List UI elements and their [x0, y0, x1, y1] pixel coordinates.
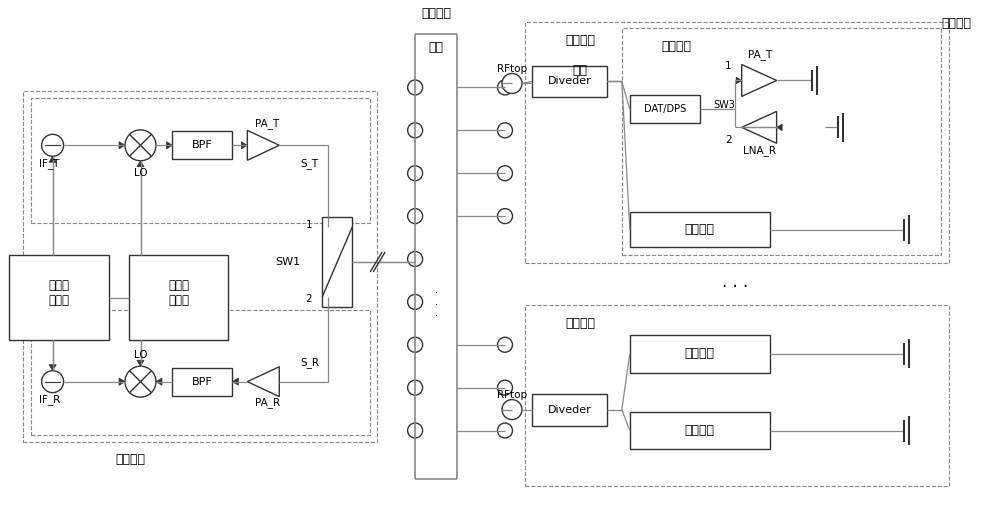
Text: RFtop: RFtop: [497, 390, 527, 400]
Text: IF_R: IF_R: [39, 394, 60, 405]
Polygon shape: [247, 367, 279, 397]
Text: ·
·
·: · · ·: [435, 288, 438, 321]
Text: BPF: BPF: [192, 140, 213, 150]
Text: 信号处
理模块: 信号处 理模块: [48, 279, 69, 307]
Polygon shape: [247, 130, 279, 160]
Text: 频率综
合模块: 频率综 合模块: [168, 279, 189, 307]
Text: IF_T: IF_T: [39, 158, 59, 169]
Circle shape: [408, 80, 423, 95]
Bar: [31, 98, 370, 223]
Bar: [630, 411, 770, 450]
Circle shape: [498, 380, 512, 395]
Circle shape: [502, 74, 522, 93]
Text: 模块: 模块: [429, 41, 444, 54]
Circle shape: [42, 134, 64, 156]
Text: Diveder: Diveder: [548, 405, 591, 415]
Text: · · ·: · · ·: [722, 278, 748, 296]
Bar: [630, 212, 770, 247]
Polygon shape: [742, 111, 777, 143]
Text: 1: 1: [306, 220, 312, 230]
Circle shape: [125, 366, 156, 397]
Circle shape: [498, 123, 512, 138]
Polygon shape: [166, 142, 172, 149]
Polygon shape: [742, 64, 777, 96]
Circle shape: [498, 80, 512, 95]
Text: SW1: SW1: [275, 257, 300, 267]
Text: S_T: S_T: [300, 158, 318, 169]
Circle shape: [42, 371, 64, 392]
Bar: [9, 255, 109, 340]
Polygon shape: [736, 77, 742, 84]
Circle shape: [498, 337, 512, 352]
Text: 模块: 模块: [572, 63, 587, 77]
Text: 1: 1: [725, 61, 732, 71]
Circle shape: [502, 400, 522, 420]
Bar: [532, 65, 607, 97]
Text: 变频模块: 变频模块: [116, 453, 146, 466]
Text: PA_T: PA_T: [748, 49, 772, 60]
Bar: [532, 393, 607, 425]
Bar: [31, 310, 370, 435]
Bar: [172, 368, 232, 396]
Text: 收发通道: 收发通道: [685, 424, 715, 437]
Circle shape: [408, 337, 423, 352]
Text: LO: LO: [134, 350, 147, 360]
Bar: [630, 335, 770, 373]
Bar: [525, 305, 949, 486]
Circle shape: [498, 209, 512, 224]
Circle shape: [125, 130, 156, 161]
Bar: [525, 22, 949, 263]
Text: 收发前端: 收发前端: [565, 317, 595, 330]
Text: Diveder: Diveder: [548, 76, 591, 87]
Text: 收发通道: 收发通道: [662, 40, 692, 53]
Text: SW3: SW3: [714, 100, 736, 110]
Text: 收发前端: 收发前端: [565, 33, 595, 46]
Polygon shape: [777, 124, 782, 131]
Text: LNA_R: LNA_R: [743, 145, 776, 156]
Text: PA_R: PA_R: [255, 397, 280, 408]
Circle shape: [408, 123, 423, 138]
Text: 辐射单元: 辐射单元: [941, 17, 971, 30]
Text: 收发通道: 收发通道: [685, 223, 715, 236]
Bar: [322, 217, 352, 307]
Text: S_R: S_R: [300, 357, 319, 368]
Polygon shape: [119, 378, 125, 385]
Text: 2: 2: [725, 135, 732, 145]
Text: LO: LO: [134, 168, 147, 178]
Circle shape: [408, 295, 423, 310]
Text: RFtop: RFtop: [497, 63, 527, 74]
Circle shape: [408, 166, 423, 181]
Polygon shape: [49, 156, 56, 162]
Polygon shape: [137, 161, 144, 167]
Bar: [23, 92, 377, 442]
Text: 2: 2: [306, 294, 312, 304]
Bar: [172, 131, 232, 159]
Bar: [622, 28, 941, 255]
Circle shape: [408, 209, 423, 224]
Circle shape: [498, 423, 512, 438]
Text: BPF: BPF: [192, 376, 213, 387]
Polygon shape: [137, 360, 144, 366]
Circle shape: [408, 423, 423, 438]
Polygon shape: [49, 365, 56, 371]
Circle shape: [408, 380, 423, 395]
Bar: [630, 95, 700, 124]
Text: 功率分配: 功率分配: [421, 7, 451, 20]
Polygon shape: [232, 378, 238, 385]
Polygon shape: [241, 142, 247, 149]
Polygon shape: [119, 142, 125, 149]
Text: 收发通道: 收发通道: [685, 347, 715, 360]
Text: PA_T: PA_T: [255, 118, 280, 129]
Polygon shape: [156, 378, 162, 385]
Text: DAT/DPS: DAT/DPS: [644, 105, 686, 114]
Bar: [129, 255, 228, 340]
Circle shape: [408, 251, 423, 266]
Circle shape: [498, 166, 512, 181]
